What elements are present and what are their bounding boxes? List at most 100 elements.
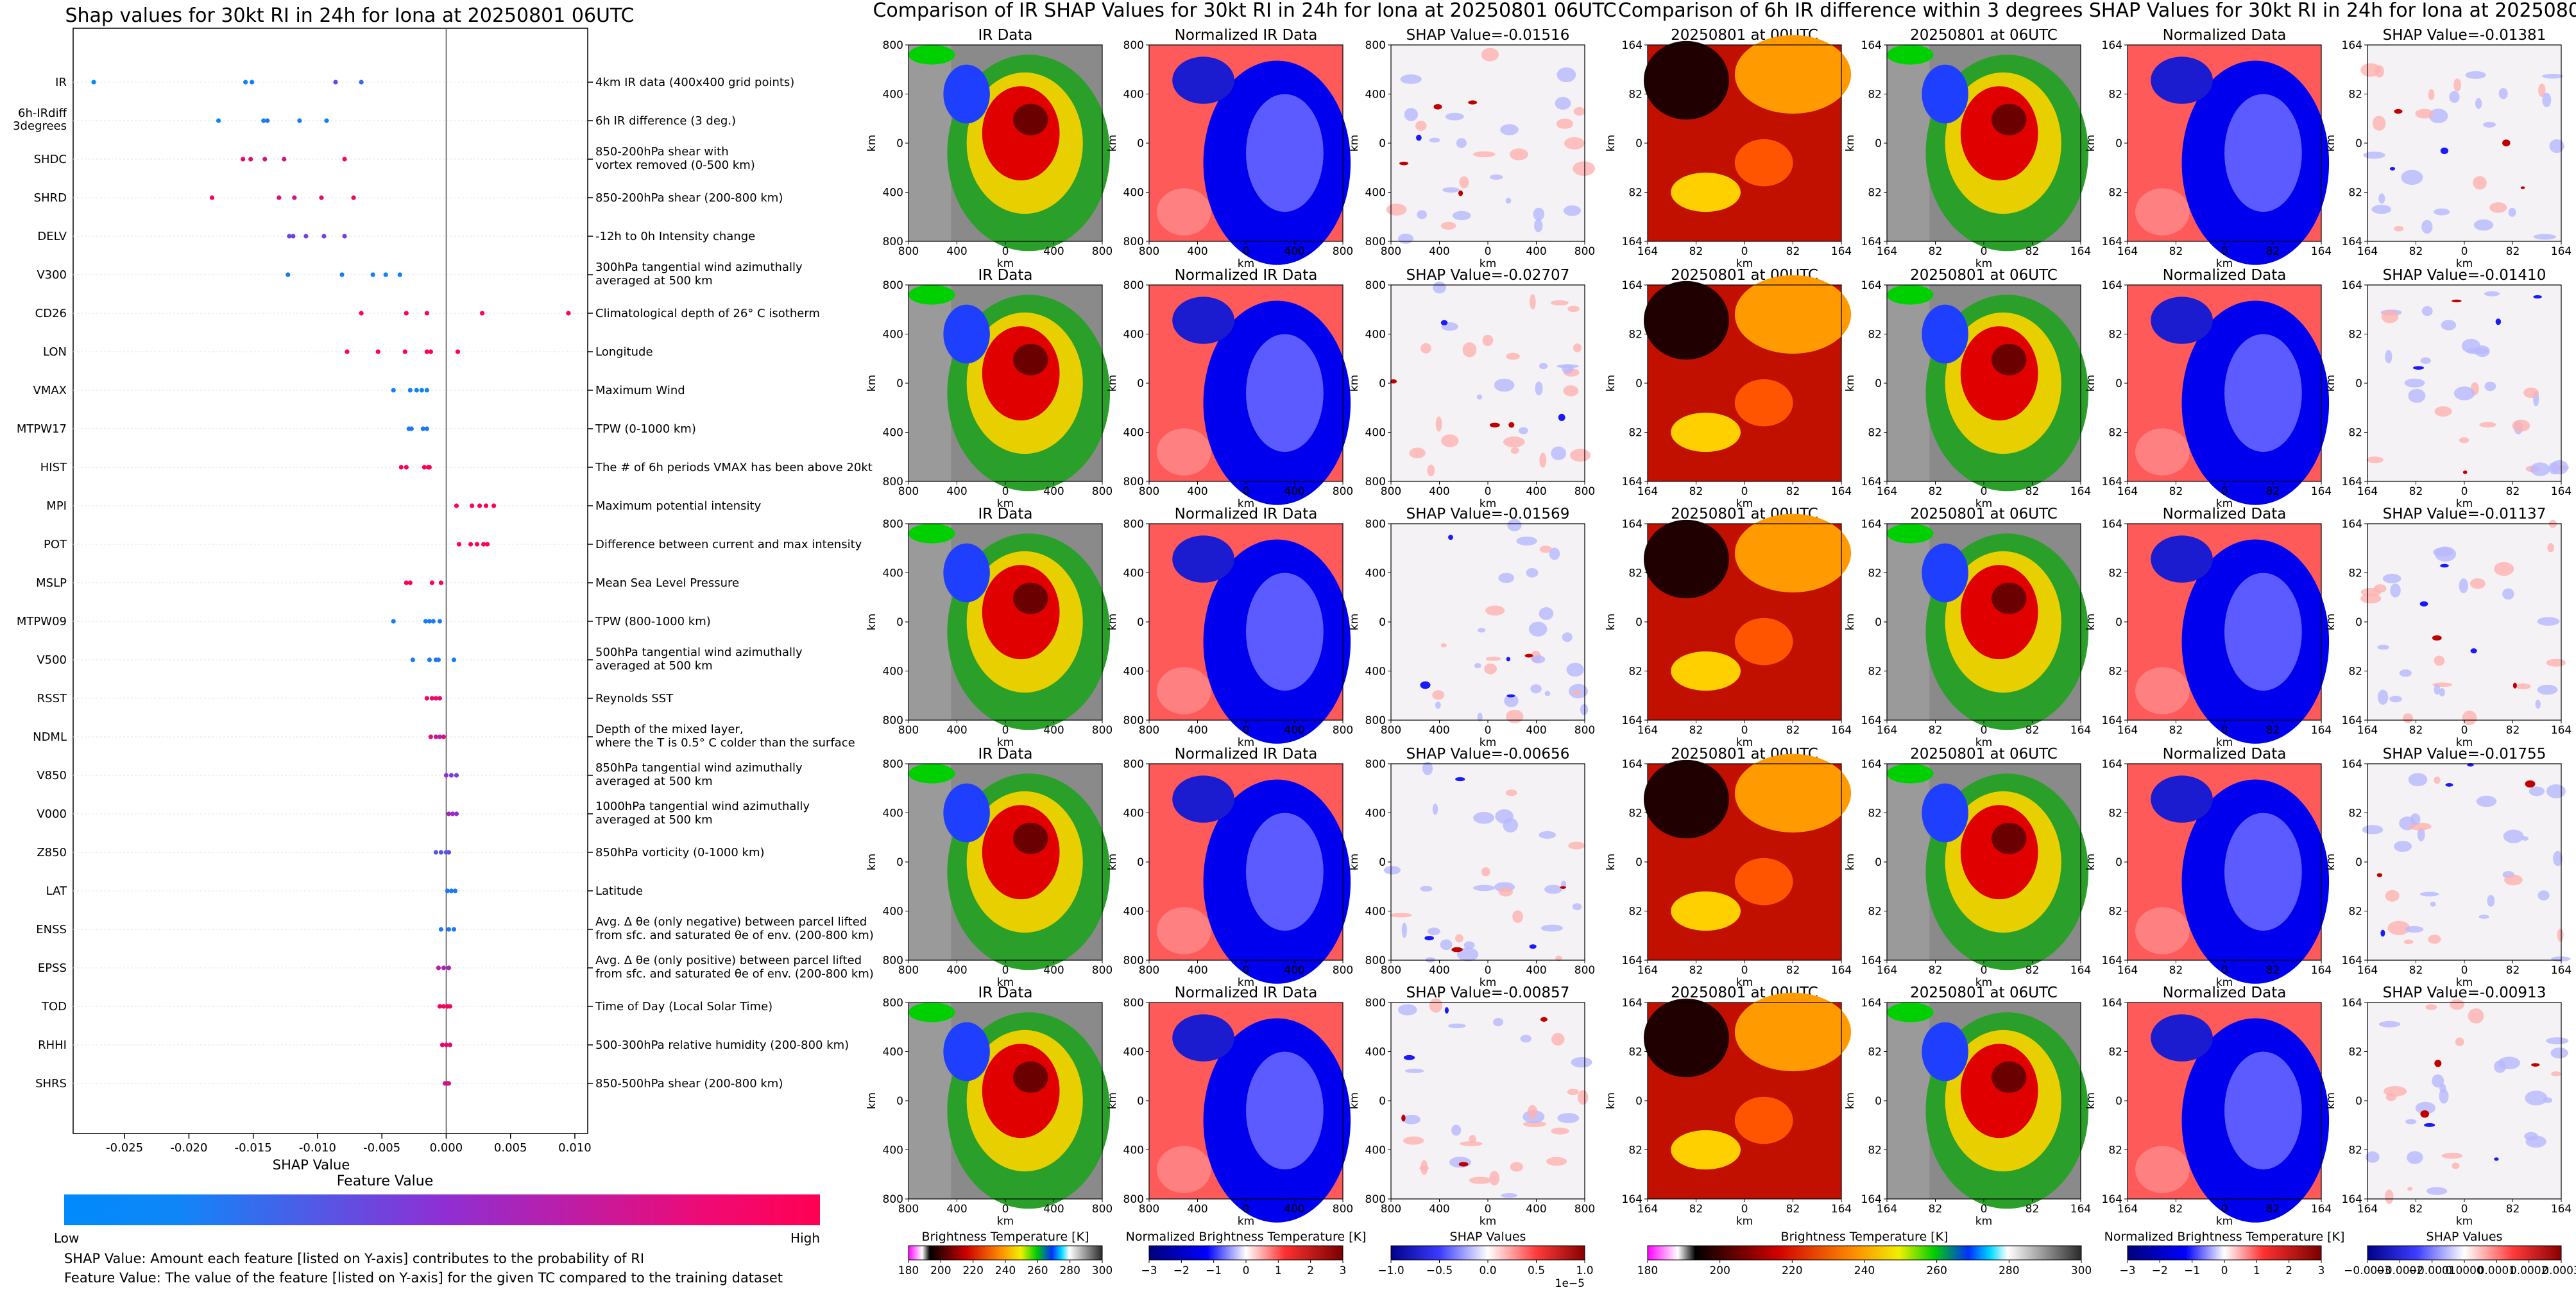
- panel-title: Normalized IR Data: [1175, 506, 1318, 522]
- shap-point: [404, 311, 409, 316]
- shap-blob: [2363, 151, 2385, 159]
- panel-y-tick-label: 800: [1365, 279, 1386, 292]
- shap-blob: [2546, 659, 2566, 667]
- shap-blob: [2390, 583, 2401, 598]
- hot-dark: [1643, 759, 1729, 839]
- hot-streak: [1671, 1130, 1741, 1170]
- panel-y-tick-label: 82: [1628, 567, 1642, 580]
- panel-title: 20250801 at 06UTC: [1910, 506, 2058, 522]
- panel-y-tick-label: 0: [1137, 137, 1144, 150]
- shap-blob: [2389, 696, 2402, 703]
- shap-point: [446, 1081, 452, 1086]
- x-tick-label: 0.010: [558, 1141, 592, 1155]
- hot-bright: [1734, 992, 1852, 1072]
- shap-beeswarm-chart: IR 4km IR data (400x400 grid points) 6h-IR…: [13, 28, 874, 1225]
- panel-x-tick-label: 0: [1243, 245, 1250, 258]
- shap-blob: [2484, 381, 2496, 392]
- shap-point: [342, 234, 347, 239]
- panel-x-tick-label: 800: [1381, 245, 1401, 258]
- panel-y-tick-label: 800: [1123, 279, 1144, 292]
- shap-blob: [2449, 90, 2460, 103]
- shap-blob: [1500, 124, 1519, 135]
- colorbar-gradient: [1148, 1245, 1343, 1261]
- panel-y-tick-label: 164: [1622, 518, 1642, 531]
- panel-x-tick-label: 164: [1831, 485, 1852, 498]
- shap-blob: [2508, 207, 2516, 217]
- shap-point: [265, 118, 270, 123]
- panel-x-axis-label: km: [2216, 497, 2233, 510]
- panel-y-tick-label: 82: [1868, 187, 1882, 200]
- panel-title: SHAP Value=-0.01516: [1406, 27, 1570, 44]
- panel-y-axis-label: km: [1844, 614, 1857, 630]
- cold-cloud: [1922, 304, 1968, 364]
- shap-blob: [1526, 568, 1539, 578]
- panel-x-axis-label: km: [2216, 1215, 2233, 1228]
- shap-blob: [2535, 700, 2541, 709]
- normalized-band: [2151, 297, 2213, 344]
- panel-x-tick-label: 0: [2461, 485, 2468, 498]
- panel-x-tick-label: 82: [2026, 1203, 2040, 1216]
- shap-blob: [1429, 137, 1440, 143]
- deep-convection: [1013, 1061, 1048, 1093]
- shap-blob: [1427, 927, 1440, 936]
- colorbar-tick-label: 180: [898, 1264, 919, 1277]
- panel-x-tick-label: 82: [1929, 1203, 1943, 1216]
- shap-blob: [1564, 137, 1585, 150]
- panel-x-tick-label: 82: [1689, 485, 1703, 498]
- panel-y-tick-label: 800: [883, 39, 903, 52]
- shap-blob: [1462, 342, 1477, 357]
- colorbar-tick-label: 260: [1027, 1264, 1048, 1277]
- shap-blob: [1567, 306, 1580, 313]
- shap-blob: [2434, 406, 2452, 417]
- shap-blob: [2419, 891, 2439, 897]
- feature-description: TPW (0-1000 km): [595, 422, 696, 436]
- feature-label: HIST: [40, 461, 67, 474]
- shap-blob: [2469, 578, 2486, 589]
- shap-blob: [2385, 350, 2393, 364]
- colorbar-tick-label: 3: [2318, 1264, 2325, 1277]
- shap-blob: [1456, 947, 1479, 961]
- panel-title: SHAP Value=-0.00913: [2383, 985, 2546, 1001]
- colorbar-tick-label: 200: [930, 1264, 951, 1277]
- shap-point: [468, 542, 473, 547]
- panel-y-tick-label: 164: [2102, 476, 2122, 488]
- shap-blob: [1482, 334, 1494, 347]
- panel-y-tick-label: 0: [1635, 616, 1642, 629]
- panel-y-tick-label: 82: [2108, 1046, 2122, 1059]
- shap-spot: [1455, 777, 1465, 782]
- panel-x-tick-label: 800: [1574, 245, 1595, 258]
- normalized-band: [2151, 1014, 2213, 1062]
- shap-blob: [2425, 1004, 2437, 1010]
- panel-y-tick-label: 400: [1123, 666, 1144, 678]
- shap-blob: [2403, 713, 2413, 723]
- shap-blob: [1489, 1171, 1500, 1186]
- feature-label: MPI: [46, 499, 67, 513]
- shap-blob: [1417, 210, 1428, 220]
- shap-blob: [2521, 836, 2529, 841]
- shap-blob: [1566, 662, 1584, 677]
- panel-y-tick-label: 0: [1875, 137, 1882, 150]
- panel-x-tick-label: 0: [1002, 245, 1009, 258]
- shap-point: [324, 118, 329, 123]
- hot-dark: [1643, 280, 1729, 360]
- panel-x-axis-label: km: [1736, 257, 1753, 270]
- panel-x-tick-label: 800: [1381, 964, 1401, 977]
- panel-y-axis-label: km: [1106, 854, 1119, 870]
- shap-blob: [2557, 928, 2564, 942]
- shap-blob: [1573, 161, 1596, 176]
- feature-label: V300: [37, 268, 67, 282]
- panel-y-tick-label: 0: [896, 1095, 903, 1108]
- panel-y-tick-label: 82: [2348, 187, 2362, 200]
- shap-blob: [1562, 364, 1574, 374]
- panel-x-axis-label: km: [997, 1215, 1014, 1228]
- panel-x-tick-label: 164: [1831, 724, 1852, 737]
- panel-x-tick-label: 0: [2461, 964, 2468, 977]
- panel-x-tick-label: 800: [1381, 1203, 1401, 1216]
